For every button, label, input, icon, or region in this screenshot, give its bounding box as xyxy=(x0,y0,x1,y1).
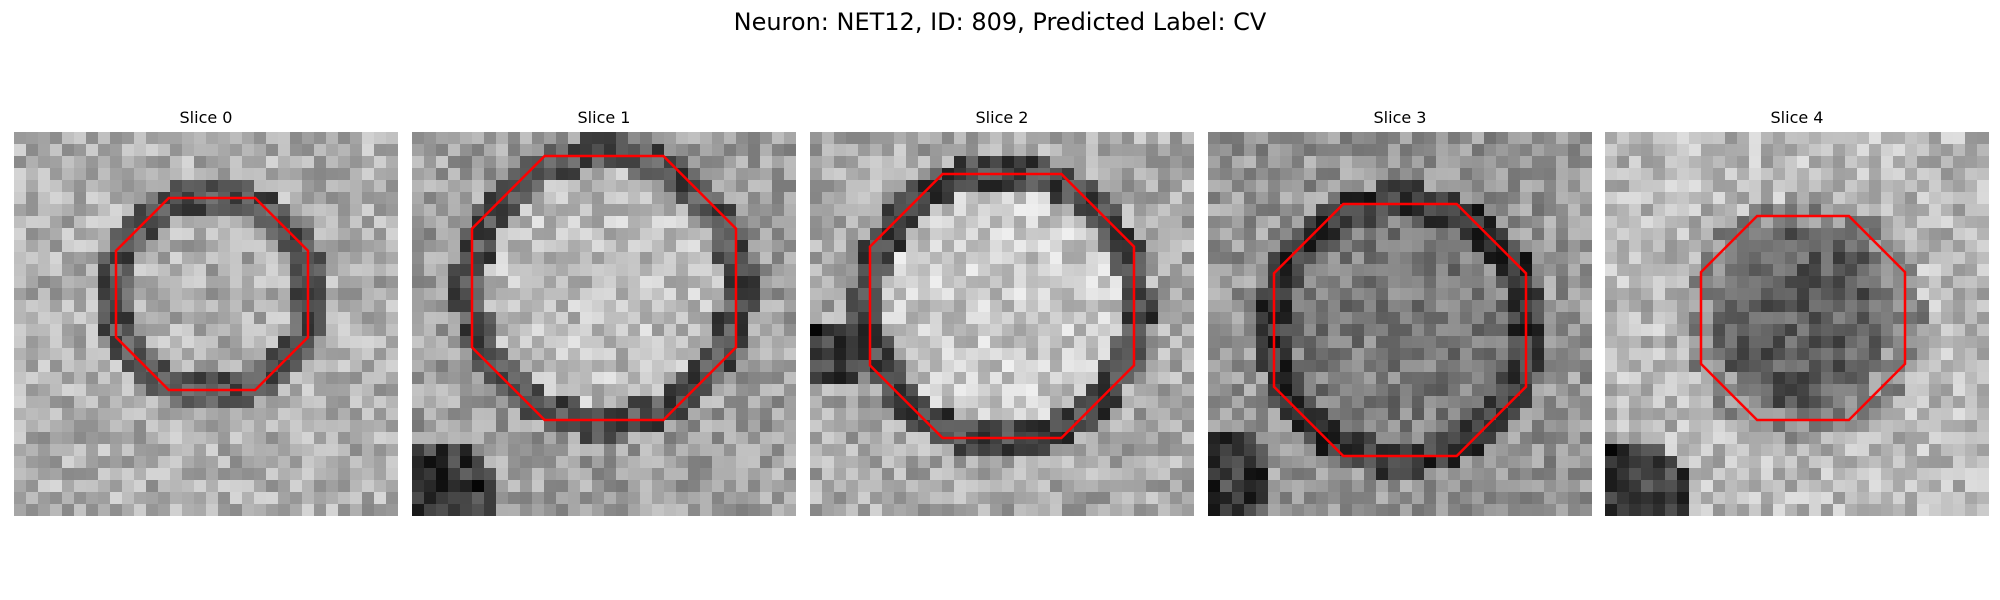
slice-panel-2: Slice 2 xyxy=(810,108,1194,516)
slice-image-4 xyxy=(1605,132,1989,516)
slice-image-1 xyxy=(412,132,796,516)
slice-title-1: Slice 1 xyxy=(577,108,631,127)
segmentation-contour xyxy=(1699,214,1907,422)
slice-panel-3: Slice 3 xyxy=(1208,108,1592,516)
slice-title-2: Slice 2 xyxy=(975,108,1029,127)
slice-image-3 xyxy=(1208,132,1592,516)
slice-panel-4: Slice 4 xyxy=(1605,108,1989,516)
slice-image-0 xyxy=(14,132,398,516)
slice-panel-1: Slice 1 xyxy=(412,108,796,516)
slice-title-4: Slice 4 xyxy=(1770,108,1824,127)
slice-title-0: Slice 0 xyxy=(179,108,233,127)
segmentation-contour xyxy=(868,172,1136,440)
figure-title: Neuron: NET12, ID: 809, Predicted Label:… xyxy=(733,8,1267,36)
segmentation-contour xyxy=(1272,202,1528,458)
slice-panel-0: Slice 0 xyxy=(14,108,398,516)
segmentation-contour xyxy=(470,154,738,422)
slice-image-2 xyxy=(810,132,1194,516)
segmentation-contour xyxy=(114,196,310,392)
slice-title-3: Slice 3 xyxy=(1373,108,1427,127)
